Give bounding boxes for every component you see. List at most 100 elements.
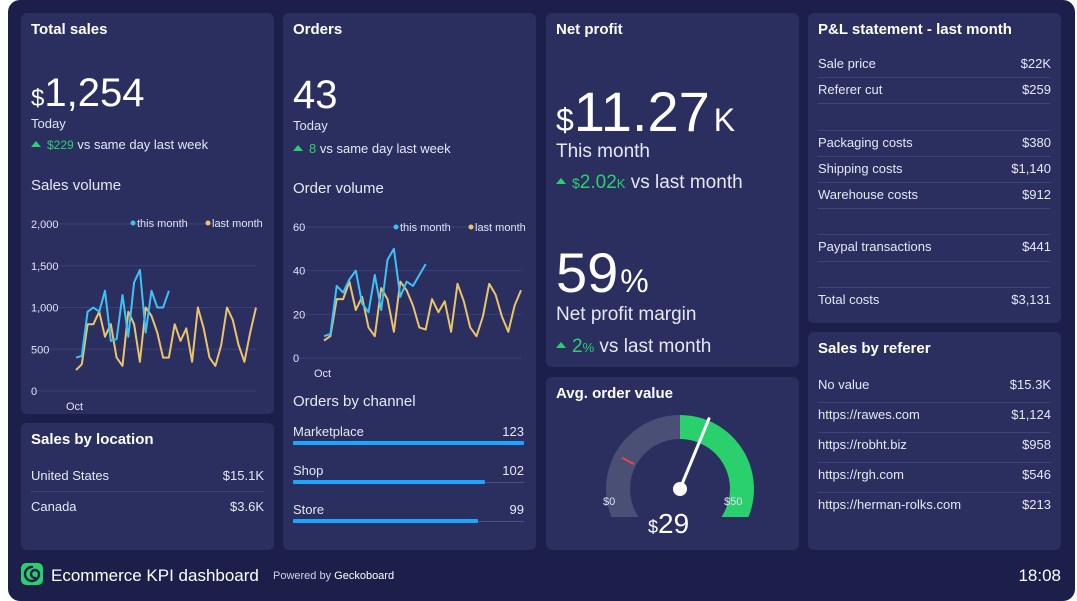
last-month-line [323, 280, 522, 342]
sales-volume-title: Sales volume [31, 177, 122, 194]
sales-volume-chart: 2,000 1,500 1,000 500 0 Oct this month last mon… [31, 218, 263, 413]
powered-by-brand[interactable]: Geckoboard [334, 570, 395, 582]
up-arrow-icon [31, 140, 41, 147]
geckoboard-logo-icon [21, 563, 43, 585]
orders-delta-value: 8 [309, 141, 317, 156]
row-divider [818, 432, 1051, 433]
total-sales-title: Total sales [31, 21, 108, 38]
sales-by-referer-title: Sales by referer [818, 340, 931, 357]
clock: 18:08 [1018, 566, 1061, 585]
net-profit-number: 11.27 [573, 80, 710, 143]
location-label: Canada [31, 499, 77, 514]
currency-symbol: $ [556, 102, 574, 138]
total-sales-period: Today [31, 116, 66, 131]
orders-title: Orders [293, 21, 343, 38]
row-value: $3,131 [1011, 291, 1051, 307]
gauge-target-marker [621, 456, 635, 466]
list-row: No value $15.3K [818, 377, 1051, 392]
orders-delta: 8 vs same day last week [293, 141, 451, 156]
row-value: $441 [1022, 239, 1051, 255]
channel-label: Shop [293, 463, 324, 478]
channel-value: 99 [509, 502, 524, 517]
pl-statement-title: P&L statement - last month [818, 21, 1012, 38]
gauge-min-label: $0 [603, 496, 616, 508]
total-sales-delta-value: $229 [47, 138, 74, 152]
row-divider [818, 402, 1051, 403]
row-label: https://rawes.com [818, 407, 920, 422]
list-row: Warehouse costs $912 [818, 187, 1051, 202]
row-label: https://rgh.com [818, 467, 904, 482]
currency-symbol: $ [31, 85, 45, 112]
row-divider [818, 234, 1051, 236]
row-label: Packaging costs [818, 134, 913, 150]
row-divider [818, 286, 1051, 288]
channel-bar [293, 441, 524, 445]
channel-label: Store [293, 502, 325, 517]
row-divider [818, 129, 1051, 131]
dashboard-title: Ecommerce KPI dashboard [51, 566, 259, 585]
location-row: Canada $3.6K [31, 499, 264, 514]
location-row: United States $15.1K [31, 468, 264, 483]
margin-delta-number: 2 [572, 336, 583, 357]
row-label: Warehouse costs [818, 187, 918, 202]
net-profit-period: This month [556, 141, 650, 162]
gauge-hub [673, 482, 687, 496]
orders-by-channel-title: Orders by channel [293, 393, 416, 410]
row-value: $15.3K [1009, 377, 1051, 392]
gauge-max-label: $50 [724, 496, 743, 508]
row-value: $1,124 [1011, 407, 1051, 422]
row-value: $958 [1022, 437, 1051, 452]
list-row: Shipping costs $1,140 [818, 161, 1051, 176]
margin-number: 59 [556, 241, 619, 304]
list-row: https://rawes.com $1,124 [818, 407, 1051, 422]
row-divider [818, 208, 1051, 210]
location-value: $15.1K [222, 468, 264, 483]
sales-by-location-card: Sales by location United States $15.1K C… [21, 423, 274, 550]
row-divider [818, 492, 1051, 493]
list-row: Sale price $22K [818, 56, 1051, 71]
row-label: https://robht.biz [818, 437, 907, 452]
legend-label: last month [475, 222, 526, 234]
row-divider [818, 155, 1051, 157]
y-tick-label: 500 [31, 344, 49, 356]
row-label: Paypal transactions [818, 239, 932, 255]
y-tick-label: 1,500 [31, 261, 59, 273]
channel-value: 123 [502, 424, 524, 439]
total-sales-number: 1,254 [44, 71, 145, 115]
row-divider [818, 77, 1051, 79]
row-label: Referer cut [818, 82, 883, 98]
powered-by-prefix: Powered by [273, 570, 332, 582]
margin-delta: 2% vs last month [556, 336, 711, 358]
net-profit-title: Net profit [556, 21, 623, 38]
margin-delta-text: vs last month [599, 336, 712, 357]
margin-value: 59% [556, 240, 649, 305]
up-arrow-icon [556, 341, 566, 348]
x-tick-label: Oct [314, 368, 331, 380]
last-month-line [75, 306, 257, 371]
up-arrow-icon [556, 177, 566, 184]
row-value: $380 [1022, 134, 1051, 150]
y-tick-label: 20 [293, 309, 305, 321]
net-profit-delta: $2.02K vs last month [556, 172, 743, 194]
legend-dot [205, 220, 211, 226]
up-arrow-icon [293, 144, 303, 151]
channel-value: 102 [502, 463, 524, 478]
channel-bar [293, 480, 485, 484]
row-label: https://herman-rolks.com [818, 497, 962, 512]
legend-dot [393, 224, 399, 230]
legend-label: this month [137, 218, 188, 230]
row-value: $1,140 [1011, 160, 1051, 176]
y-tick-label: 0 [293, 353, 299, 365]
location-value: $3.6K [230, 499, 264, 514]
orders-period: Today [293, 118, 328, 133]
y-tick-label: 0 [31, 386, 37, 398]
channel-label: Marketplace [293, 424, 364, 439]
list-row: Packaging costs $380 [818, 135, 1051, 150]
row-value: $259 [1022, 82, 1051, 98]
row-divider [818, 103, 1051, 105]
avg-order-value-card: Avg. order value $0 $50 $29 [546, 377, 799, 550]
net-profit-card: Net profit $11.27 K This month $2.02K vs … [546, 13, 799, 367]
y-tick-label: 40 [293, 266, 305, 278]
powered-by: Powered by Geckoboard [273, 570, 394, 582]
net-profit-value: $11.27 K [556, 79, 735, 144]
